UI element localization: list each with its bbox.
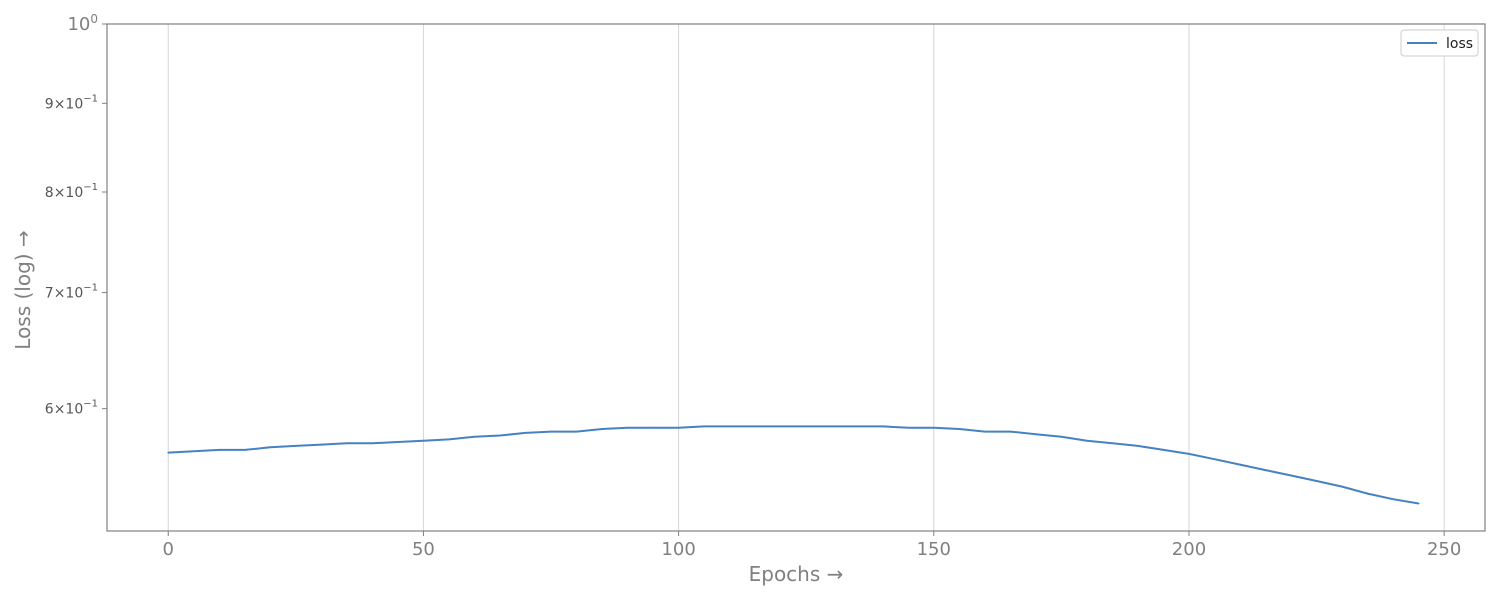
y-tick-label: 6×10−1 [45, 399, 98, 418]
data-point [269, 446, 272, 449]
y-tick-mantissa: 6 [45, 402, 54, 418]
x-axis-label: Epochs → [749, 562, 844, 586]
data-point [754, 425, 756, 428]
data-point [448, 438, 450, 441]
data-point [1213, 458, 1216, 461]
data-point [958, 428, 961, 430]
series-line-loss [168, 425, 1419, 505]
legend-box [1400, 29, 1479, 57]
y-tick-label: 7×10−1 [45, 283, 98, 302]
y-tick-base: 10 [65, 96, 83, 112]
y-tick-base: 10 [65, 185, 83, 201]
y-tick-times: × [54, 402, 66, 418]
data-point [218, 449, 221, 451]
data-point [601, 428, 603, 430]
data-point [1239, 463, 1241, 466]
data-point [728, 425, 731, 428]
x-tick-label: 100 [661, 539, 695, 560]
data-point [907, 426, 910, 429]
data-point [882, 425, 884, 428]
data-point [320, 443, 323, 446]
y-tick-base: 10 [67, 14, 90, 35]
data-point [1111, 442, 1114, 445]
data-point [1137, 445, 1139, 447]
data-point [703, 425, 705, 428]
data-point [1086, 439, 1088, 442]
data-point [1060, 436, 1063, 438]
y-tick-label: 100 [67, 12, 98, 35]
data-point [1264, 469, 1267, 471]
y-tick-mantissa: 8 [45, 185, 54, 201]
legend-label-loss: loss [1446, 36, 1473, 52]
y-tick-times: × [54, 96, 66, 112]
series-layer [167, 425, 1420, 505]
legend: loss [1400, 29, 1479, 57]
data-point [626, 426, 629, 429]
y-tick-exponent: 0 [90, 12, 98, 26]
data-point [652, 426, 654, 429]
data-point [830, 425, 833, 428]
data-point [244, 449, 246, 451]
y-tick-times: × [54, 185, 66, 201]
y-tick-base: 10 [65, 286, 83, 302]
data-point [575, 430, 578, 433]
y-tick-times: × [54, 286, 66, 302]
data-point [524, 432, 527, 434]
data-point [346, 442, 348, 445]
data-point [550, 430, 552, 433]
y-tick-mantissa: 7 [45, 286, 54, 302]
data-point [193, 450, 195, 453]
x-axis-ticks: 0 50 100 150 200 250 [163, 531, 1461, 560]
x-tick-label: 50 [412, 539, 435, 560]
data-point [1290, 474, 1292, 477]
data-point [779, 425, 782, 428]
data-point [1162, 449, 1165, 451]
y-tick-label: 8×10−1 [45, 182, 98, 201]
data-point [167, 451, 169, 454]
data-point [371, 442, 374, 445]
data-point [295, 445, 297, 447]
y-tick-base: 10 [65, 402, 83, 418]
plot-frame [106, 23, 1486, 532]
data-point [397, 441, 399, 443]
data-point [1035, 433, 1037, 436]
data-point [1009, 430, 1012, 433]
grid-lines [167, 24, 1445, 531]
data-point [1392, 498, 1394, 501]
y-tick-mantissa: 9 [45, 96, 54, 112]
data-point [856, 425, 858, 428]
data-point [422, 439, 425, 442]
data-point [984, 430, 986, 433]
y-tick-label: 9×10−1 [45, 93, 98, 112]
x-tick-label: 150 [917, 539, 951, 560]
y-tick-exponent: −1 [83, 182, 98, 193]
data-point [1417, 502, 1420, 505]
y-tick-exponent: −1 [83, 283, 98, 294]
y-axis-label: Loss (log) → [11, 230, 35, 349]
y-tick-exponent: −1 [83, 93, 98, 104]
data-point [677, 426, 680, 429]
data-point [499, 434, 501, 437]
data-point [805, 425, 807, 428]
data-point [933, 426, 935, 429]
series-points-loss [167, 425, 1420, 505]
x-tick-label: 250 [1427, 539, 1461, 560]
x-tick-label: 200 [1172, 539, 1206, 560]
x-tick-label: 0 [163, 539, 174, 560]
y-tick-exponent: −1 [83, 399, 98, 410]
data-point [1315, 480, 1318, 482]
data-point [1188, 453, 1190, 455]
data-point [1366, 492, 1369, 495]
data-point [1341, 485, 1343, 488]
data-point [473, 436, 476, 438]
